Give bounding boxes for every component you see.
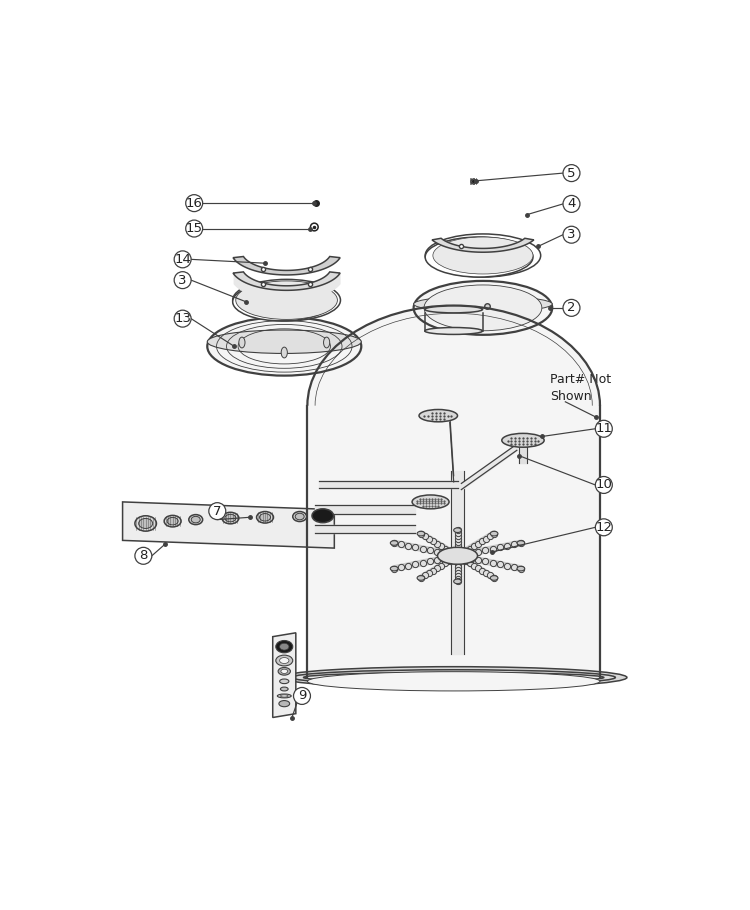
Text: 16: 16	[186, 197, 202, 209]
Circle shape	[174, 251, 191, 268]
Ellipse shape	[414, 296, 552, 312]
Ellipse shape	[280, 658, 289, 663]
Ellipse shape	[280, 687, 288, 691]
Polygon shape	[233, 272, 340, 290]
Circle shape	[174, 272, 191, 288]
Ellipse shape	[517, 566, 525, 571]
Text: 15: 15	[186, 222, 202, 235]
Ellipse shape	[437, 547, 478, 564]
Circle shape	[293, 687, 310, 704]
Text: 4: 4	[567, 197, 576, 210]
Circle shape	[209, 502, 226, 520]
Text: 3: 3	[567, 228, 576, 241]
Ellipse shape	[207, 317, 362, 376]
Ellipse shape	[390, 566, 398, 571]
Ellipse shape	[425, 237, 533, 277]
Text: 12: 12	[596, 521, 612, 534]
Ellipse shape	[433, 237, 533, 274]
Ellipse shape	[296, 513, 304, 520]
Ellipse shape	[278, 667, 290, 675]
Ellipse shape	[135, 516, 157, 531]
Ellipse shape	[312, 509, 334, 522]
Polygon shape	[432, 238, 534, 252]
Circle shape	[596, 519, 612, 536]
Text: 8: 8	[140, 550, 148, 562]
Circle shape	[563, 299, 580, 317]
Ellipse shape	[281, 347, 287, 358]
Ellipse shape	[256, 511, 274, 523]
Polygon shape	[233, 257, 340, 275]
Ellipse shape	[222, 512, 238, 524]
Text: 13: 13	[174, 312, 191, 325]
Ellipse shape	[419, 410, 458, 422]
Ellipse shape	[414, 281, 552, 335]
Ellipse shape	[260, 513, 271, 521]
Ellipse shape	[281, 669, 288, 673]
Ellipse shape	[189, 515, 202, 524]
Text: 10: 10	[596, 479, 612, 491]
Ellipse shape	[191, 516, 200, 523]
Text: 7: 7	[213, 505, 221, 518]
Circle shape	[174, 310, 191, 327]
Ellipse shape	[280, 695, 288, 697]
Ellipse shape	[517, 541, 525, 545]
Ellipse shape	[502, 433, 544, 447]
Circle shape	[135, 547, 152, 564]
Ellipse shape	[308, 306, 600, 506]
Ellipse shape	[139, 519, 153, 529]
Ellipse shape	[292, 670, 615, 685]
Text: 14: 14	[174, 253, 191, 266]
Circle shape	[186, 220, 202, 237]
Ellipse shape	[167, 518, 178, 525]
Ellipse shape	[232, 279, 340, 321]
Ellipse shape	[412, 495, 449, 509]
Circle shape	[563, 227, 580, 243]
Ellipse shape	[280, 643, 289, 650]
Text: 3: 3	[178, 274, 187, 287]
Ellipse shape	[232, 282, 332, 321]
Text: 11: 11	[596, 422, 612, 435]
Circle shape	[596, 420, 612, 437]
Polygon shape	[122, 502, 334, 548]
Ellipse shape	[454, 579, 461, 583]
Ellipse shape	[207, 330, 362, 353]
Circle shape	[310, 223, 318, 231]
Text: 2: 2	[567, 301, 576, 314]
Ellipse shape	[308, 672, 600, 691]
Ellipse shape	[454, 528, 461, 532]
Ellipse shape	[225, 514, 236, 521]
Ellipse shape	[424, 285, 542, 330]
Ellipse shape	[280, 667, 627, 688]
Ellipse shape	[323, 337, 330, 348]
Ellipse shape	[279, 701, 290, 707]
Circle shape	[186, 195, 202, 212]
Ellipse shape	[276, 641, 292, 652]
Ellipse shape	[238, 337, 245, 348]
Text: 9: 9	[298, 690, 306, 703]
Ellipse shape	[278, 694, 291, 698]
Circle shape	[563, 165, 580, 182]
Ellipse shape	[292, 511, 307, 521]
FancyBboxPatch shape	[308, 406, 600, 677]
Ellipse shape	[424, 306, 482, 313]
Text: 5: 5	[567, 167, 576, 179]
Ellipse shape	[424, 328, 482, 335]
Ellipse shape	[390, 541, 398, 545]
Ellipse shape	[280, 679, 289, 683]
Ellipse shape	[490, 576, 498, 581]
Polygon shape	[273, 632, 296, 717]
Ellipse shape	[417, 531, 424, 536]
Ellipse shape	[236, 281, 338, 319]
Ellipse shape	[417, 576, 424, 581]
Circle shape	[563, 196, 580, 212]
Circle shape	[596, 477, 612, 493]
Ellipse shape	[490, 531, 498, 536]
Ellipse shape	[164, 515, 181, 527]
Ellipse shape	[276, 655, 292, 666]
Ellipse shape	[425, 234, 541, 277]
Text: Part# Not
Shown: Part# Not Shown	[550, 373, 611, 403]
Ellipse shape	[304, 672, 604, 682]
